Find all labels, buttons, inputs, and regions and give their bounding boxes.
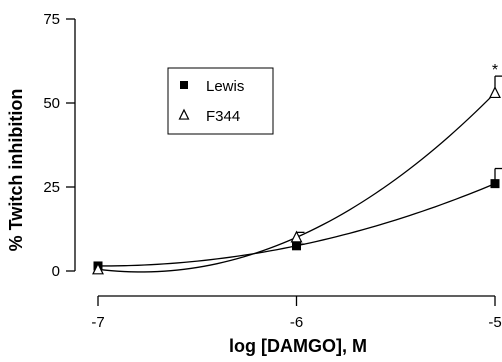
- legend-label-lewis: Lewis: [206, 78, 244, 95]
- y-tick-label: 0: [52, 263, 60, 280]
- axes: [74, 19, 495, 297]
- annotations: *: [492, 62, 498, 79]
- x-tick-label: -6: [290, 314, 303, 331]
- y-tick-label: 25: [43, 179, 60, 196]
- legend-label-f344: F344: [206, 108, 240, 125]
- ticks: 0 25 50 75 -7 -6 -5: [43, 11, 501, 331]
- y-tick-label: 75: [43, 11, 60, 28]
- point-f344: [92, 262, 104, 275]
- legend: Lewis F344: [167, 67, 274, 135]
- x-tick-label: -7: [91, 314, 104, 331]
- x-axis-label: log [DAMGO], M: [229, 336, 367, 356]
- error-bars: [295, 75, 502, 246]
- y-tick-label: 50: [43, 95, 60, 112]
- point-f344: [489, 86, 501, 99]
- y-axis-label: % Twitch inhibition: [6, 89, 26, 252]
- data-points: [92, 86, 501, 275]
- significance-asterisk: *: [492, 62, 498, 79]
- legend-box: [167, 67, 274, 135]
- point-lewis: [490, 179, 500, 189]
- legend-marker-f344: [178, 108, 190, 120]
- legend-marker-lewis: [180, 81, 188, 89]
- point-lewis: [292, 241, 301, 251]
- curve-lewis: [98, 183, 496, 267]
- x-tick-label: -5: [488, 314, 501, 331]
- point-f344: [290, 230, 303, 243]
